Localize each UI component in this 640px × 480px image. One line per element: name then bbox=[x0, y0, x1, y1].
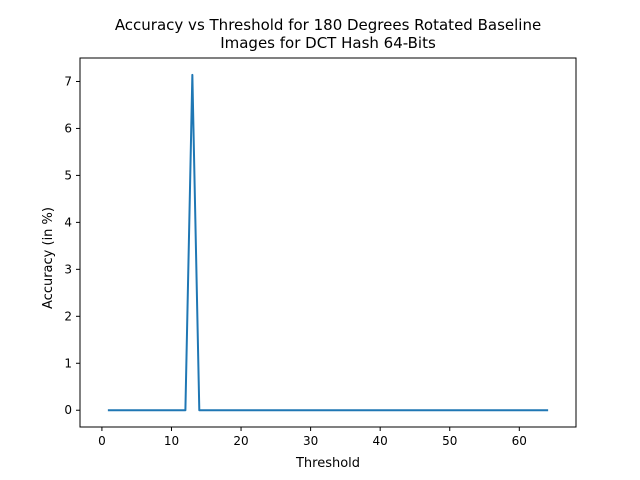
x-tick-label: 30 bbox=[303, 434, 318, 448]
plot-area bbox=[79, 57, 577, 428]
x-axis-label: Threshold bbox=[295, 456, 360, 471]
chart-title-line-1: Accuracy vs Threshold for 180 Degrees Ro… bbox=[114, 16, 542, 34]
y-tick-label: 3 bbox=[64, 262, 72, 276]
y-tick-label: 1 bbox=[64, 356, 72, 370]
x-tick-label: 50 bbox=[442, 434, 457, 448]
x-tick-label: 60 bbox=[512, 434, 527, 448]
x-tick-label: 20 bbox=[233, 434, 248, 448]
y-tick-label: 5 bbox=[64, 168, 72, 182]
axes-frame bbox=[79, 57, 577, 428]
x-tick-label: 40 bbox=[373, 434, 388, 448]
series-line-0 bbox=[107, 73, 549, 412]
x-tick-label: 0 bbox=[98, 434, 106, 448]
x-tick-label: 10 bbox=[164, 434, 179, 448]
y-axis-label: Accuracy (in %) bbox=[41, 207, 56, 309]
y-tick-label: 0 bbox=[64, 403, 72, 417]
y-tick-label: 4 bbox=[64, 215, 72, 229]
y-tick-label: 6 bbox=[64, 121, 72, 135]
y-tick-label: 2 bbox=[64, 309, 72, 323]
axis-ticks: 0 10 20 30 40 50 60 0 1 2 3 4 5 6 7 bbox=[64, 74, 527, 448]
chart-title-line-2: Images for DCT Hash 64-Bits bbox=[220, 34, 436, 52]
y-tick-label: 7 bbox=[64, 74, 72, 88]
